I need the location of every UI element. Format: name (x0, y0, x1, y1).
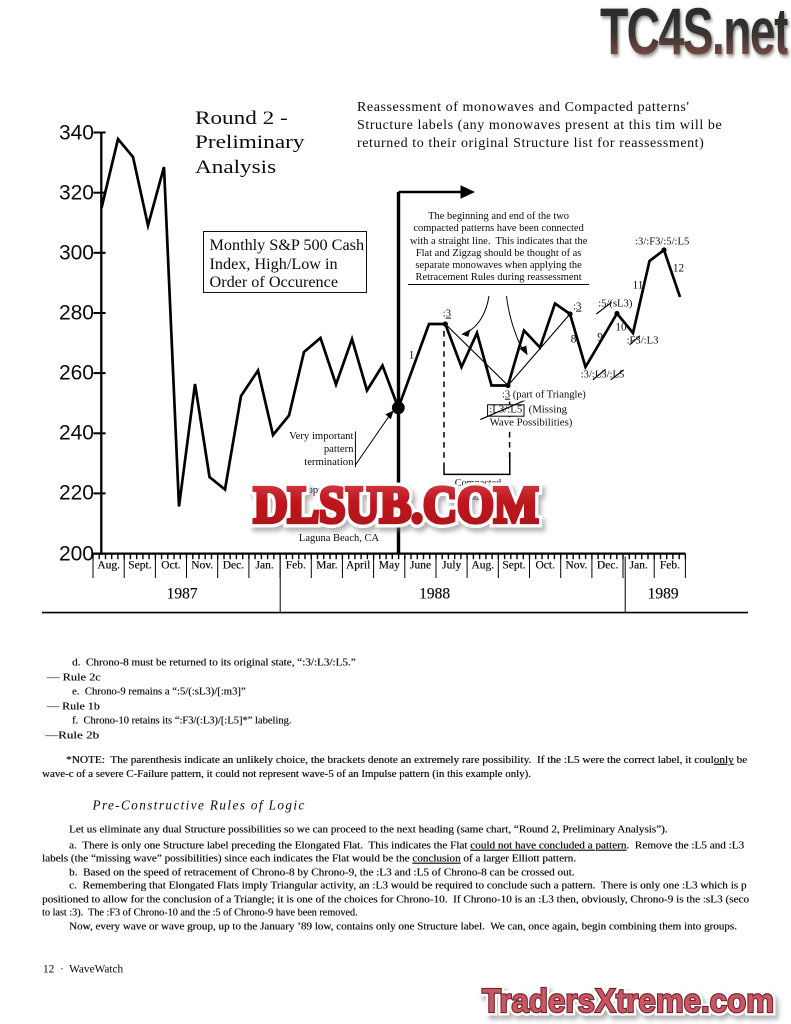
svg-text:TradersXtreme.com: TradersXtreme.com (482, 982, 774, 1019)
svg-text:DLSUB.COM: DLSUB.COM (254, 477, 539, 534)
svg-text:DLSUB.COM: DLSUB.COM (254, 477, 539, 534)
svg-text:TradersXtreme.com: TradersXtreme.com (482, 982, 774, 1019)
